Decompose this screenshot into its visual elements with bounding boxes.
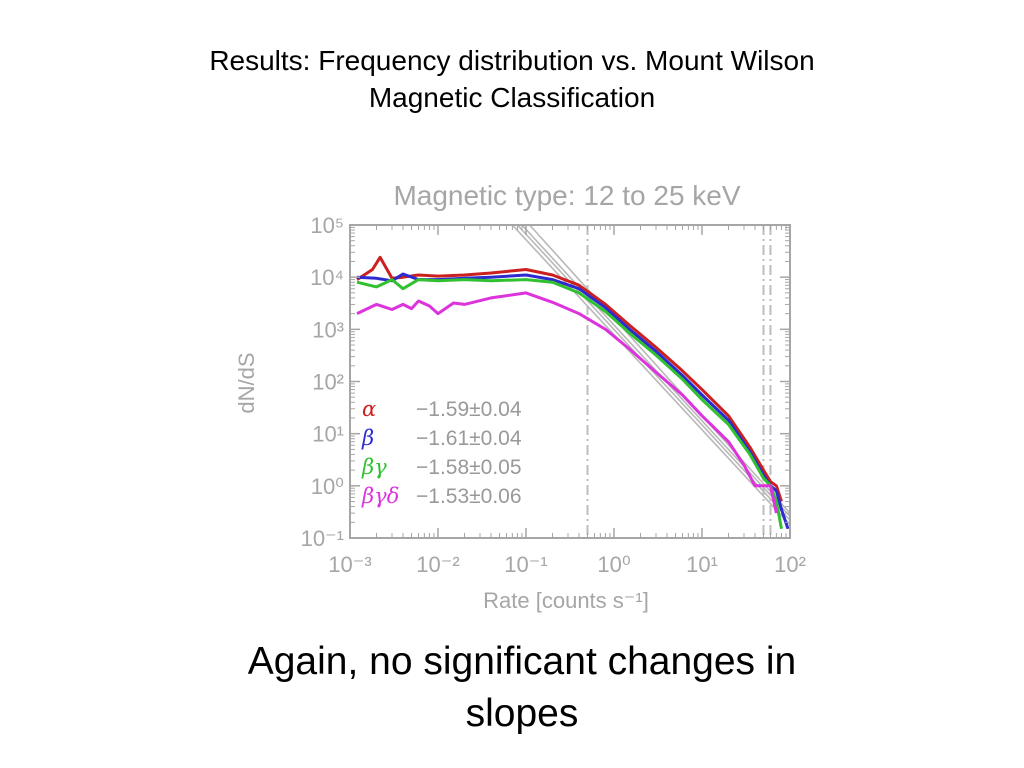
y-tick-label: 10⁴ <box>310 265 344 290</box>
caption-line-1: Again, no significant changes in <box>247 640 797 683</box>
x-tick-label: 10⁻¹ <box>504 552 547 577</box>
x-axis-label: Rate [counts s⁻¹] <box>483 588 649 613</box>
slide-title: Results: Frequency distribution vs. Moun… <box>112 42 912 116</box>
x-tick-label: 10⁻² <box>416 552 459 577</box>
legend-slope-value: −1.59±0.04 <box>416 398 522 421</box>
fit-line-1 <box>511 224 791 526</box>
x-tick-label: 10⁰ <box>597 552 630 577</box>
y-axis-label: dN/dS <box>234 352 259 413</box>
series-line-3 <box>356 278 783 530</box>
x-tick-label: 10⁻³ <box>328 552 371 577</box>
y-tick-label: 10¹ <box>312 422 344 447</box>
caption-line-2: slopes <box>465 692 579 735</box>
fit-line-2 <box>516 224 791 521</box>
series-line-4 <box>356 291 778 514</box>
x-tick-label: 10¹ <box>686 552 718 577</box>
legend-slope-value: −1.61±0.04 <box>416 427 522 450</box>
legend-slope-value: −1.53±0.06 <box>416 485 522 508</box>
legend: α −1.59±0.04 β −1.61±0.04 βγ −1.58±0.05 βγδ −1.… <box>361 397 522 508</box>
y-tick-label: 10³ <box>312 317 344 342</box>
legend-series-name: βγδ <box>361 484 399 508</box>
slide-title-line-2: Magnetic Classification <box>368 82 656 113</box>
y-tick-label: 10⁰ <box>311 474 344 499</box>
fit-line-4 <box>529 224 791 514</box>
legend-series-name: βγ <box>361 455 387 479</box>
y-tick-label: 10⁵ <box>310 213 344 238</box>
y-tick-label: 10⁻¹ <box>301 526 344 551</box>
y-tick-label: 10² <box>312 370 344 395</box>
x-tick-label: 10² <box>774 552 806 577</box>
slide-caption: Again, no significant changes in slopes <box>112 636 932 740</box>
chart-title: Magnetic type: 12 to 25 keV <box>393 180 740 211</box>
legend-series-name: β <box>361 426 374 450</box>
legend-series-name: α <box>362 397 376 421</box>
legend-slope-value: −1.58±0.05 <box>416 456 522 479</box>
slide-title-line-1: Results: Frequency distribution vs. Moun… <box>209 45 815 76</box>
